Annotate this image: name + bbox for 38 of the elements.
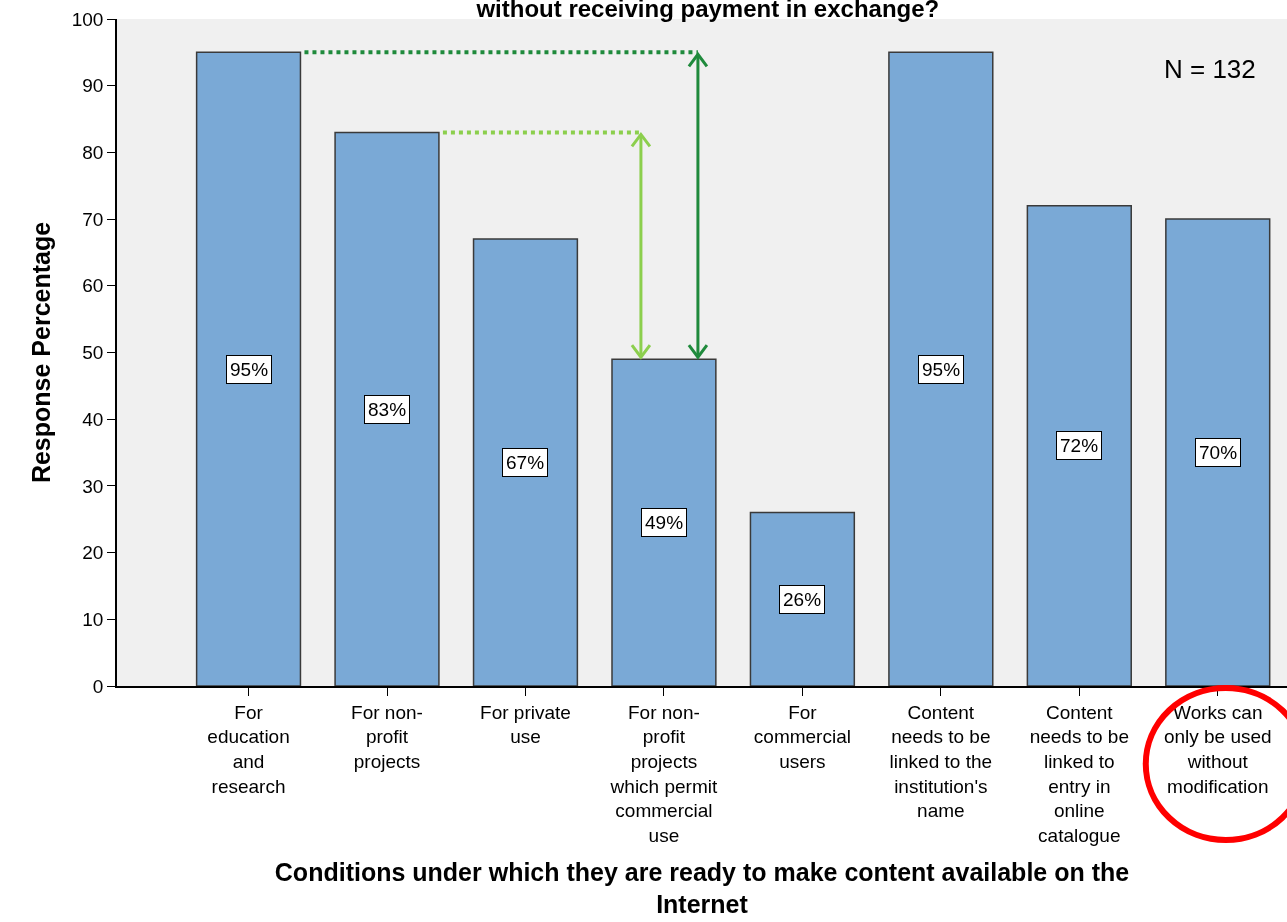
- bar: [1026, 205, 1132, 686]
- x-tick-label: For non- profit projects which permit commercial use: [609, 701, 718, 847]
- x-axis-title: Conditions under which they are ready to make content available on the Internet: [274, 857, 1130, 919]
- data-label: 83%: [368, 399, 407, 420]
- y-tick-label: 0: [92, 675, 104, 697]
- y-tick-label: 10: [82, 608, 104, 630]
- bar: [611, 358, 717, 686]
- y-tick-label: 30: [82, 475, 104, 497]
- y-tick-label: 40: [82, 408, 104, 430]
- x-tick-label: For private use: [480, 701, 571, 748]
- data-label: 26%: [783, 589, 822, 610]
- y-tick-label: 20: [82, 542, 104, 564]
- bar: [472, 238, 579, 686]
- y-tick-label: 50: [82, 342, 104, 364]
- data-label: 72%: [1060, 435, 1099, 456]
- y-tick-label: 60: [82, 275, 104, 297]
- x-tick-label: For commercial users: [753, 701, 851, 772]
- y-tick-label: 100: [71, 8, 104, 30]
- x-tick-label: Content needs to be linked to entry in online catalogue: [1029, 701, 1129, 847]
- bar: [195, 51, 302, 686]
- bar: [888, 51, 994, 686]
- bar: [749, 511, 856, 686]
- y-tick-label: 70: [82, 208, 104, 230]
- annotation: N = 132: [1164, 54, 1256, 84]
- bar: [334, 131, 440, 686]
- x-tick-label: Content needs to be linked to the institution's name: [889, 701, 993, 822]
- y-tick-label: 80: [82, 142, 104, 164]
- data-label: 67%: [506, 452, 545, 473]
- x-tick-label: Works can only be used without modification: [1163, 701, 1272, 797]
- y-axis-title: Response Percentage: [27, 221, 55, 484]
- data-label: 49%: [645, 512, 684, 533]
- data-label: 70%: [1199, 442, 1238, 463]
- y-tick-label: 90: [82, 75, 104, 97]
- chart-title: without receiving payment in exchange?: [475, 0, 940, 22]
- data-label: 95%: [922, 359, 961, 380]
- x-tick-label: For education and research: [207, 701, 290, 797]
- data-label: 95%: [230, 359, 269, 380]
- x-tick-label: For non- profit projects: [351, 701, 423, 772]
